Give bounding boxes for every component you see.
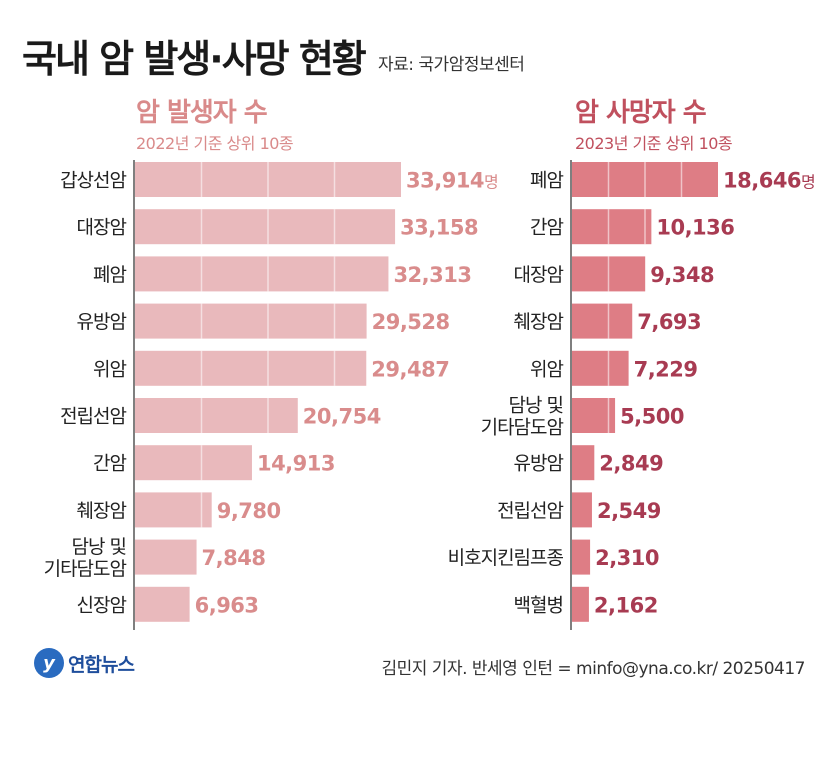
- incidence-category-label: 신장암: [77, 594, 127, 616]
- mortality-value-label: 7,229: [634, 357, 698, 381]
- incidence-bar: [135, 350, 367, 386]
- incidence-bar: [135, 539, 197, 575]
- mortality-category-label: 기타담도암: [481, 417, 564, 439]
- incidence-unit-label: 명: [484, 173, 498, 192]
- mortality-category-label: 유방암: [514, 453, 564, 475]
- credit-line: 김민지 기자. 반세영 인턴 = minfo@yna.co.kr/ 202504…: [381, 659, 805, 679]
- incidence-value-label: 29,487: [371, 357, 449, 381]
- incidence-value-label: 29,528: [372, 310, 450, 334]
- mortality-unit-label: 명: [801, 173, 815, 192]
- incidence-category-label: 기타담도암: [44, 558, 127, 580]
- incidence-category-label: 위암: [93, 358, 126, 380]
- incidence-bar: [135, 586, 190, 622]
- mortality-bar: [572, 445, 595, 481]
- incidence-value-label: 7,848: [202, 546, 266, 570]
- mortality-bar: [572, 492, 592, 528]
- incidence-chart-subtitle: 2022년 기준 상위 10종: [136, 134, 294, 153]
- incidence-category-label: 전립선암: [60, 406, 126, 428]
- mortality-chart-title: 암 사망자 수: [575, 98, 707, 128]
- mortality-value-label: 9,348: [650, 263, 714, 287]
- incidence-category-label: 간암: [93, 453, 126, 475]
- incidence-bar: [135, 303, 367, 339]
- incidence-category-label: 담낭 및: [72, 536, 127, 558]
- yonhap-logo-icon: y: [34, 648, 64, 678]
- mortality-category-label: 전립선암: [497, 500, 563, 522]
- incidence-bar: [135, 445, 252, 481]
- mortality-chart-subtitle: 2023년 기준 상위 10종: [575, 134, 733, 153]
- incidence-bar: [135, 209, 396, 245]
- incidence-value-label: 14,913: [257, 452, 335, 476]
- mortality-bar: [572, 209, 652, 245]
- yonhap-logo: y 연합뉴스: [34, 648, 135, 678]
- mortality-category-label: 췌장암: [514, 311, 564, 333]
- mortality-category-label: 대장암: [514, 264, 564, 286]
- mortality-value-label: 18,646명: [723, 169, 815, 193]
- incidence-category-label: 대장암: [77, 217, 127, 239]
- incidence-bar: [135, 492, 212, 528]
- incidence-value-label: 33,158: [400, 216, 478, 240]
- mortality-value-label: 2,310: [595, 546, 659, 570]
- page-title: 국내 암 발생·사망 현황: [22, 37, 367, 81]
- mortality-bar: [572, 303, 633, 339]
- mortality-value-label: 7,693: [637, 310, 701, 334]
- mortality-value-label: 10,136: [656, 216, 734, 240]
- incidence-bar: [135, 398, 298, 433]
- incidence-chart-title: 암 발생자 수: [136, 98, 268, 128]
- mortality-category-label: 담낭 및: [509, 395, 564, 417]
- mortality-category-label: 위암: [530, 358, 563, 380]
- incidence-category-label: 췌장암: [77, 500, 127, 522]
- incidence-value-label: 6,963: [195, 593, 259, 617]
- mortality-category-label: 비호지킨림프종: [448, 547, 564, 569]
- incidence-bar: [135, 256, 389, 292]
- yonhap-logo-text: 연합뉴스: [68, 653, 135, 676]
- incidence-category-label: 갑상선암: [60, 170, 126, 192]
- source-note: 자료: 국가암정보센터: [378, 55, 525, 75]
- incidence-category-label: 폐암: [93, 264, 126, 286]
- incidence-category-label: 유방암: [77, 311, 127, 333]
- mortality-value-label: 2,849: [599, 452, 663, 476]
- mortality-value-label: 2,162: [594, 593, 658, 617]
- incidence-value-label: 9,780: [217, 499, 281, 523]
- mortality-bar: [572, 539, 591, 575]
- mortality-value-label: 2,549: [597, 499, 661, 523]
- mortality-bar: [572, 586, 589, 622]
- incidence-value-label: 32,313: [393, 263, 471, 287]
- mortality-category-label: 폐암: [530, 170, 563, 192]
- mortality-category-label: 백혈병: [514, 594, 563, 616]
- incidence-value-label: 33,914명: [406, 169, 498, 193]
- mortality-category-label: 간암: [530, 217, 563, 239]
- incidence-value-label: 20,754: [303, 405, 381, 429]
- mortality-value-label: 5,500: [620, 405, 684, 429]
- mortality-bar: [572, 350, 629, 386]
